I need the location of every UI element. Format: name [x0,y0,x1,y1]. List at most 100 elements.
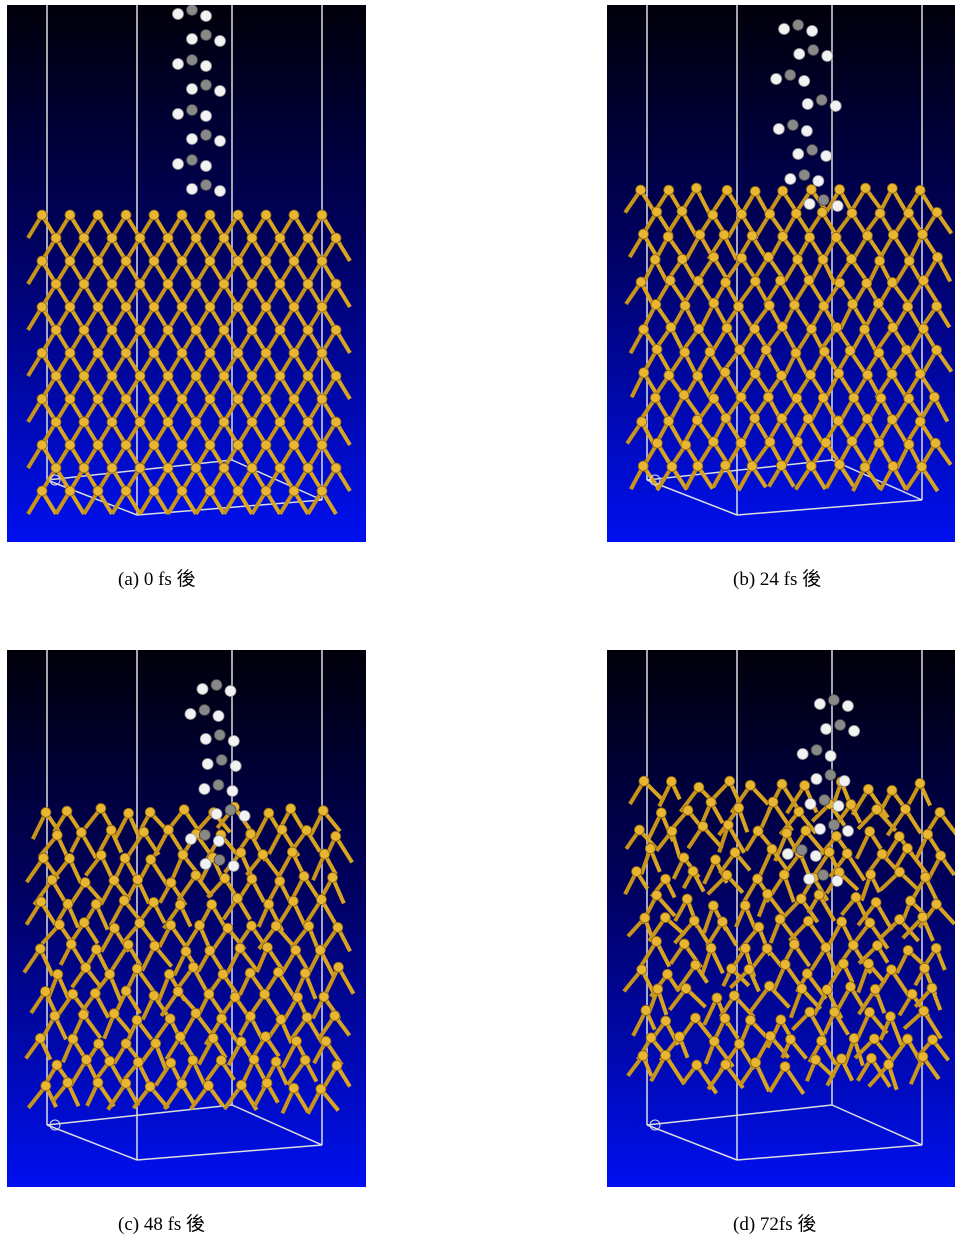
si-atom [734,301,744,311]
si-atom [331,831,341,841]
si-atom [667,462,677,472]
si-atom [205,348,215,358]
si-atom [205,394,215,404]
si-atom [776,1015,786,1025]
si-atom [37,302,47,312]
si-atom [777,322,787,332]
si-atom [303,279,313,289]
si-atom [763,392,773,402]
si-atom [93,348,103,358]
si-atom [667,826,677,836]
si-atom [331,371,341,381]
si-atom [150,941,160,951]
si-atom [842,849,852,859]
si-atom [247,417,257,427]
si-atom [38,853,48,863]
si-atom [681,983,691,993]
si-atom [887,277,897,287]
si-atom [920,872,930,882]
si-atom [636,185,646,195]
si-atom [919,1006,929,1016]
si-atom [300,968,310,978]
si-atom [683,805,693,815]
si-atom [275,463,285,473]
si-atom [124,808,134,818]
si-atom [834,368,844,378]
si-atom [778,186,788,196]
h-atom [773,124,784,135]
h-atom [200,859,211,870]
si-atom [720,1013,730,1023]
si-atom [862,231,872,241]
h-atom [832,876,843,887]
si-atom [316,894,326,904]
si-atom [330,1011,340,1021]
si-atom [835,460,845,470]
si-atom [139,827,149,837]
si-atom [262,1078,272,1088]
si-atom [904,439,914,449]
si-atom [901,345,911,355]
c-atom [787,120,798,131]
si-atom [888,230,898,240]
si-atom [734,803,744,813]
si-atom [191,417,201,427]
si-atom [288,896,298,906]
si-atom [875,208,885,218]
si-atom [135,463,145,473]
snapshot-b [607,5,955,542]
si-atom [639,368,649,378]
si-atom [706,943,716,953]
si-atom [754,922,764,932]
si-atom [331,463,341,473]
si-atom [887,369,897,379]
si-atom [692,1060,702,1070]
si-atom [927,983,937,993]
si-atom [331,417,341,427]
h-atom [797,749,808,760]
si-atom [740,900,750,910]
si-atom [887,415,897,425]
snapshot-d [607,650,955,1187]
h-atom [785,174,796,185]
si-atom [303,233,313,243]
si-atom [706,797,716,807]
h-atom [804,874,815,885]
si-atom [76,827,86,837]
si-atom [203,1081,213,1091]
si-atom [286,804,296,814]
si-atom [317,256,327,266]
si-atom [173,986,183,996]
si-atom [37,486,47,496]
si-atom [904,256,914,266]
si-atom [887,183,897,193]
si-atom [747,461,757,471]
si-atom [865,1007,875,1017]
si-atom [806,370,816,380]
si-atom [109,1009,119,1019]
si-atom [753,826,763,836]
si-atom [674,1032,684,1042]
si-atom [317,348,327,358]
si-atom [933,252,943,262]
si-atom [303,371,313,381]
si-atom [277,825,287,835]
h-atom [199,784,210,795]
si-atom [789,939,799,949]
si-atom [106,825,116,835]
si-atom [318,806,328,816]
si-atom [902,843,912,853]
si-atom [233,440,243,450]
si-atom [175,900,185,910]
si-atom [884,1060,894,1070]
h-atom [225,686,236,697]
si-atom [289,302,299,312]
si-atom [803,916,813,926]
si-atom [822,985,832,995]
si-atom [135,233,145,243]
si-atom [664,370,674,380]
si-atom [303,463,313,473]
si-atom [121,1078,131,1088]
c-atom [211,680,222,691]
si-atom [865,918,875,928]
